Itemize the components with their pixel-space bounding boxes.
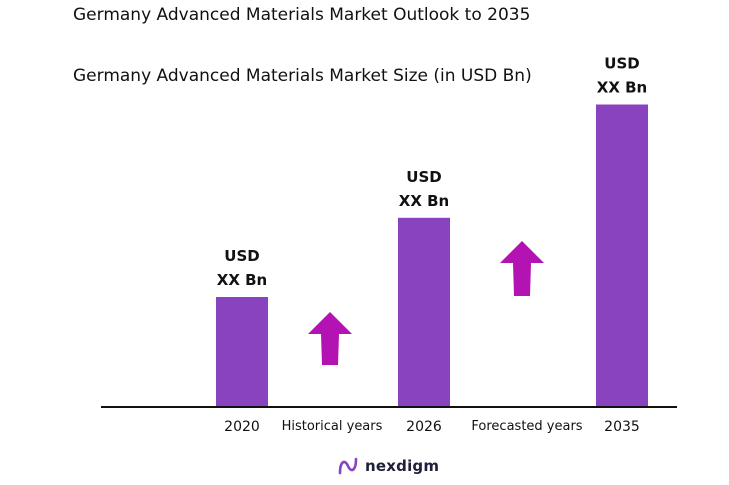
tick-label-2026: 2026	[406, 419, 442, 435]
historical-years-label: Historical years	[282, 419, 383, 434]
tick-label-2035: 2035	[604, 419, 640, 435]
forecasted-years-label: Forecasted years	[471, 419, 582, 434]
growth-arrow-icon-historical	[308, 312, 352, 365]
bar-2035	[596, 104, 648, 407]
bar-2026	[398, 217, 450, 407]
growth-arrow-icon-forecast	[500, 241, 544, 296]
brand-name: nexdigm	[365, 457, 440, 475]
chart-subtitle: Germany Advanced Materials Market Size (…	[73, 66, 532, 86]
nexdigm-logo-icon	[338, 457, 358, 475]
data-label-2026-line2: XX Bn	[399, 192, 449, 210]
bar-2020	[216, 297, 268, 407]
data-label-2035-line1: USD	[604, 55, 639, 73]
tick-label-2020: 2020	[224, 419, 260, 435]
data-label-2020-line1: USD	[224, 247, 259, 265]
chart-title: Germany Advanced Materials Market Outloo…	[73, 5, 531, 25]
data-label-2026-line1: USD	[406, 168, 441, 186]
data-label-2035-line2: XX Bn	[597, 79, 647, 97]
brand-logo: nexdigm	[337, 455, 439, 477]
data-label-2020-line2: XX Bn	[217, 271, 267, 289]
